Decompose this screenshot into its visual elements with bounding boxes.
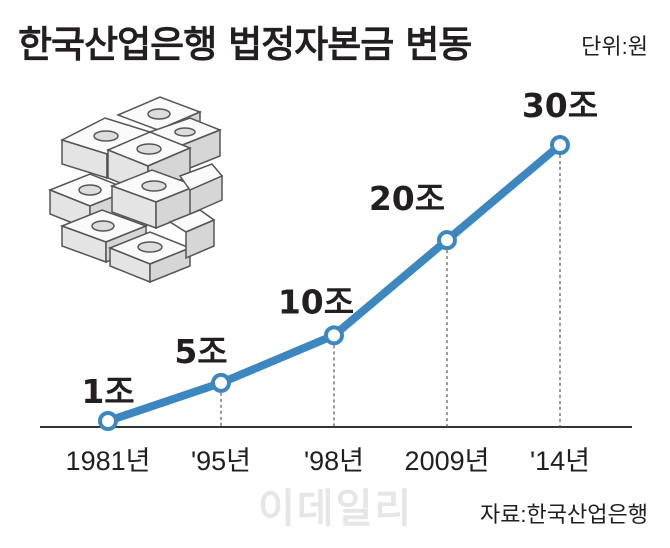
data-point-marker <box>550 135 570 155</box>
data-value-label: 20조 <box>369 179 445 218</box>
data-value-label: 1조 <box>81 372 134 411</box>
data-point-marker <box>211 372 231 393</box>
x-tick-label: '95년 <box>191 446 251 476</box>
chart-title: 한국산업은행 법정자본금 변동 <box>18 23 472 66</box>
data-point-marker <box>98 411 118 431</box>
data-value-label: 30조 <box>522 86 598 125</box>
source-label: 자료:한국산업은행 <box>479 502 648 527</box>
data-value-label: 5조 <box>174 332 227 371</box>
data-point-marker <box>324 325 344 346</box>
data-value-label: 10조 <box>278 282 354 321</box>
stacked-banknote-bundles-icon <box>47 96 224 284</box>
x-tick-label: '98년 <box>304 446 364 476</box>
x-tick-label: 2009년 <box>405 446 490 476</box>
x-tick-label: 1981년 <box>66 446 151 476</box>
x-tick-label: '14년 <box>530 446 590 476</box>
watermark: 이데일리 <box>258 486 414 532</box>
unit-label: 단위:원 <box>581 34 648 59</box>
data-point-marker <box>437 230 457 251</box>
